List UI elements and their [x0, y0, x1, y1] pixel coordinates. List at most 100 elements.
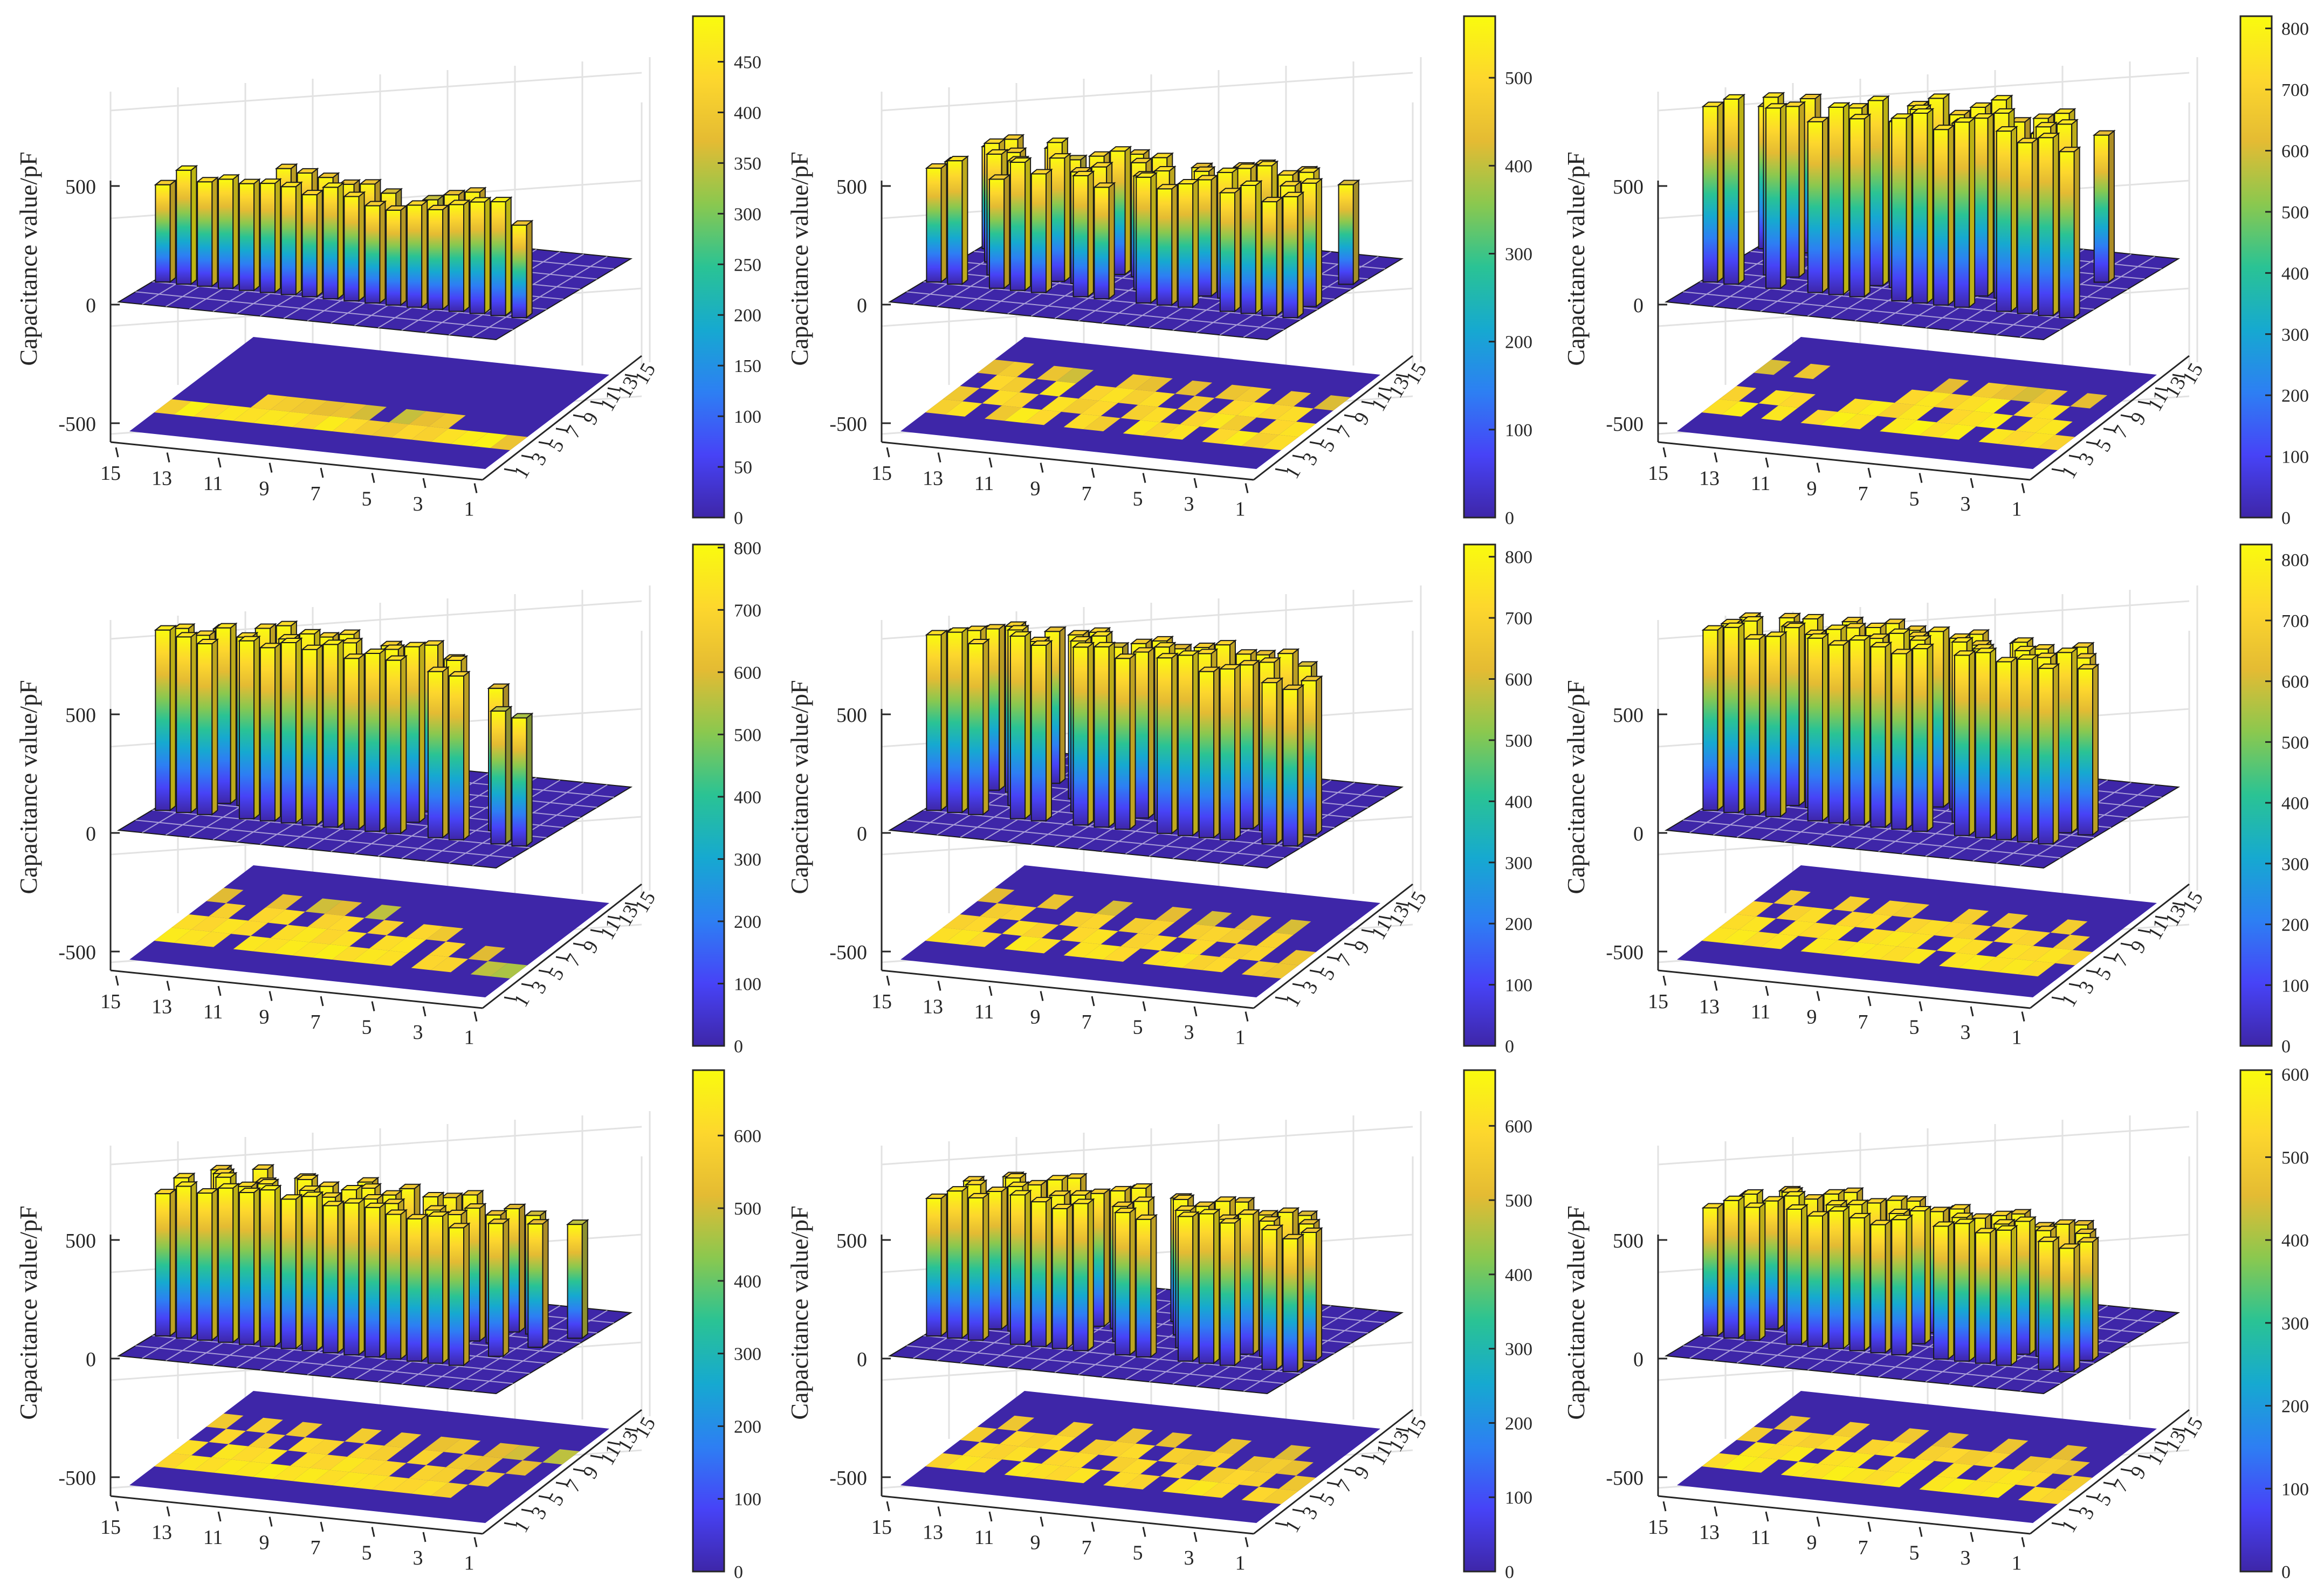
bar [1240, 184, 1256, 314]
bar-top [1195, 649, 1219, 654]
x-tick-label: 1 [464, 1026, 475, 1049]
bar [1807, 637, 1823, 822]
heatmap-cell [349, 405, 387, 421]
y-axis-line [482, 1409, 642, 1535]
x-tick-label: 15 [1648, 990, 1668, 1013]
bar-top [1948, 1204, 1972, 1210]
bar-top [1029, 169, 1053, 175]
bar [1870, 1224, 1886, 1354]
x-tick-label: 7 [1858, 1536, 1868, 1559]
heatmap-cell [1044, 1465, 1081, 1481]
bar [1157, 188, 1173, 306]
x-tick-label: 1 [1235, 1552, 1246, 1575]
colorbar-tick-label: 600 [1505, 1117, 1532, 1136]
x-tick-mark [886, 1501, 890, 1512]
heatmap-cell [1897, 933, 1935, 949]
bar-side [961, 1186, 968, 1340]
heatmap-cell [231, 1446, 269, 1462]
z-tick-label: 0 [1633, 294, 1644, 317]
heatmap-cell [347, 1443, 384, 1459]
colorbar-tick-label: 500 [734, 725, 761, 745]
bar-top [1046, 137, 1069, 143]
bar-side [940, 162, 947, 284]
bar-side [1255, 180, 1262, 315]
panel-9: 500 0 -500 Capacitance value/pF 15 13 11 9 7 5 3 1 1… [1562, 1065, 2309, 1582]
bar [986, 1191, 1002, 1330]
heatmap-cells [154, 394, 528, 450]
bar [1975, 1232, 1991, 1364]
bar [1723, 98, 1739, 285]
bar-top [566, 1219, 589, 1225]
heatmap-cell [214, 405, 251, 421]
heatmap-cell [349, 1459, 387, 1474]
bar-top [214, 623, 238, 629]
bar-top [1801, 614, 1825, 619]
panel-6: 500 0 -500 Capacitance value/pF 15 13 11 9 7 5 3 1 1… [1562, 543, 2309, 1057]
bar-top [2058, 1243, 2081, 1249]
z-tick-label: -500 [829, 413, 867, 436]
bar-top [2009, 1209, 2032, 1215]
heatmap-cell [943, 914, 980, 930]
bar-top [1741, 1189, 1764, 1195]
bar-top [398, 1183, 422, 1189]
bar [343, 196, 360, 302]
bar [280, 1198, 297, 1349]
heatmap-cell [1041, 396, 1079, 412]
bar-top [1048, 1190, 1072, 1196]
heatmap-cell [1239, 946, 1277, 961]
bar-top [1043, 626, 1067, 632]
colorbar-tick-label: 800 [1505, 548, 1532, 568]
y-axis-label: Capacitance value/pF [15, 680, 42, 894]
bar [1891, 1219, 1907, 1356]
bar [343, 658, 360, 830]
heatmap-cell [1936, 937, 1974, 953]
colorbar-tick-label: 0 [734, 508, 743, 528]
y-tick-mark [2086, 969, 2099, 974]
bar-top [1156, 184, 1179, 190]
bar-side [169, 624, 176, 812]
x-tick-mark [166, 981, 170, 991]
colorbar-tick-label: 200 [1505, 1414, 1532, 1434]
bar [968, 643, 984, 815]
bar-top [300, 644, 324, 650]
bar-top [172, 1173, 196, 1179]
heatmap-cell [1197, 1452, 1235, 1467]
bar-side [1906, 113, 1913, 302]
bar-side [1046, 1196, 1052, 1348]
bar-top [1177, 1211, 1200, 1217]
x-tick-label: 5 [1909, 1016, 1920, 1039]
bar [2014, 1221, 2031, 1355]
bar-top [2055, 647, 2079, 653]
bar-top [1827, 640, 1851, 646]
x-tick-mark [371, 473, 375, 483]
bar-top [238, 178, 261, 184]
bar [926, 1197, 942, 1337]
bar-top [1911, 644, 1935, 650]
bar-top [1151, 636, 1174, 642]
bar [1784, 627, 1800, 807]
bar [218, 178, 234, 289]
bar-top [258, 1185, 282, 1191]
x-tick-label: 3 [1961, 1021, 1971, 1044]
heatmap-cell [292, 413, 330, 430]
bar-side [421, 199, 428, 308]
heatmap-cell [391, 424, 429, 440]
heatmap-cell [1754, 360, 1791, 375]
bar-top [967, 639, 991, 645]
heatmap-cell [1202, 1482, 1240, 1498]
heatmap-cell [369, 935, 407, 951]
x-tick-label: 7 [1082, 483, 1092, 505]
bar [1828, 644, 1844, 824]
bar [1954, 121, 1970, 308]
x-tick-mark [473, 483, 478, 493]
heatmap-cell [1101, 1457, 1138, 1472]
bar [1849, 1217, 1865, 1352]
heatmap-cell [352, 948, 389, 964]
bar-top [2013, 1216, 2037, 1222]
y-axis-line [2030, 355, 2190, 481]
bar-side [1924, 1205, 1931, 1345]
bar-side [1885, 641, 1892, 829]
heatmap-cell [1721, 929, 1759, 945]
bar-top [1130, 1183, 1153, 1189]
heatmap-cell [1991, 1438, 2029, 1455]
